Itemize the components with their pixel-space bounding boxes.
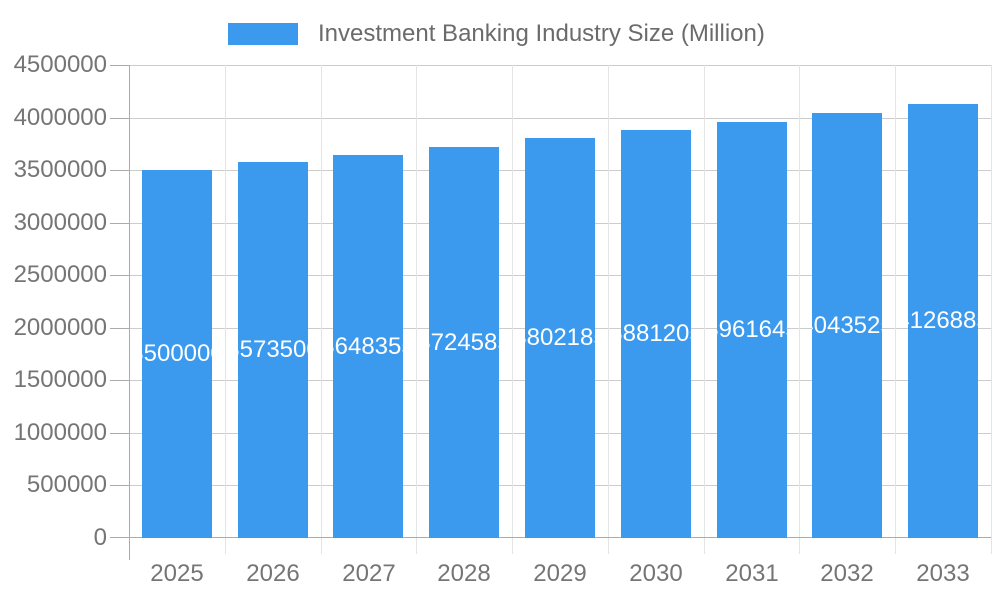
y-tick (110, 380, 129, 381)
y-axis-line (129, 65, 130, 560)
x-axis-label: 2033 (916, 560, 970, 587)
h-gridline (129, 65, 991, 66)
v-gridline (512, 65, 513, 554)
x-axis-label: 2026 (246, 560, 300, 587)
bar-value-label: 3961645 (717, 316, 787, 343)
y-tick (110, 275, 129, 276)
v-gridline (416, 65, 417, 554)
y-axis-label: 3000000 (13, 209, 107, 236)
bar-value-label: 4126885 (908, 307, 978, 334)
bar-2026[interactable]: 3573500 (238, 162, 308, 538)
x-axis-label: 2030 (629, 560, 683, 587)
bar-2033[interactable]: 4126885 (908, 104, 978, 538)
y-axis-label: 1000000 (13, 419, 107, 446)
v-gridline (225, 65, 226, 554)
y-axis-label: 4500000 (13, 51, 107, 78)
y-tick (110, 328, 129, 329)
y-tick (110, 433, 129, 434)
x-axis-label: 2028 (437, 560, 491, 587)
y-axis-label: 2000000 (13, 314, 107, 341)
y-axis-label: 4000000 (13, 104, 107, 131)
legend-swatch (228, 23, 298, 45)
bar-2028[interactable]: 3724585 (429, 147, 499, 538)
v-gridline (608, 65, 609, 554)
x-axis-label: 2031 (725, 560, 779, 587)
bar-value-label: 3573500 (238, 336, 308, 363)
bar-value-label: 3648355 (333, 332, 403, 360)
bar-2032[interactable]: 4043525 (812, 113, 882, 538)
bar-2029[interactable]: 3802185 (525, 138, 595, 538)
bar-value-label: 4043525 (812, 311, 882, 339)
x-axis-label: 2032 (820, 560, 874, 587)
y-tick (110, 170, 129, 171)
bar-2027[interactable]: 3648355 (333, 155, 403, 538)
bar-2031[interactable]: 3961645 (717, 122, 787, 538)
y-tick (110, 485, 129, 486)
bar-value-label: 3724585 (429, 328, 499, 356)
v-gridline (991, 65, 992, 554)
y-axis-label: 0 (93, 524, 107, 551)
y-axis-label: 500000 (26, 471, 107, 498)
x-axis-label: 2027 (342, 560, 396, 587)
v-gridline (799, 65, 800, 554)
h-gridline (129, 118, 991, 119)
x-axis-label: 2029 (533, 560, 587, 587)
y-axis-label: 1500000 (13, 366, 107, 393)
y-tick (110, 223, 129, 224)
bar-value-label: 3500000 (142, 340, 212, 367)
bar-2025[interactable]: 3500000 (142, 170, 212, 538)
bar-value-label: 3881205 (621, 320, 691, 347)
v-gridline (895, 65, 896, 554)
bar-value-label: 3802185 (525, 324, 595, 351)
bar-2030[interactable]: 3881205 (621, 130, 691, 538)
x-axis-label: 2025 (150, 560, 204, 587)
legend-label: Investment Banking Industry Size (Millio… (318, 20, 765, 47)
v-gridline (704, 65, 705, 554)
y-tick (110, 118, 129, 119)
y-tick (110, 65, 129, 66)
y-axis-label: 3500000 (13, 156, 107, 183)
v-gridline (321, 65, 322, 554)
y-axis-label: 2500000 (13, 261, 107, 288)
